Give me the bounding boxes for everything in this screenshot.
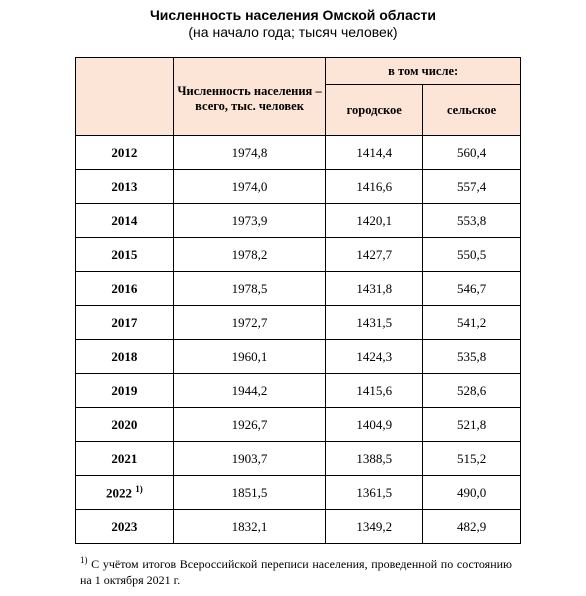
total-cell: 1974,0 [172, 169, 327, 204]
year-cell: 2022 1) [75, 475, 174, 510]
table-row: 2023 1832,1 1349,2 482,9 [75, 509, 521, 544]
urban-cell: 1431,8 [325, 271, 424, 306]
year-cell: 2023 [75, 509, 174, 544]
urban-cell: 1424,3 [325, 339, 424, 374]
year: 2017 [111, 314, 138, 330]
year-cell: 2016 [75, 271, 174, 306]
total-cell: 1903,7 [172, 441, 327, 476]
table-row: 2022 1) 1851,5 1361,5 490,0 [75, 475, 521, 510]
urban-cell: 1431,5 [325, 305, 424, 340]
table-row: 2020 1926,7 1404,9 521,8 [75, 407, 521, 442]
rural-cell: 482,9 [422, 509, 521, 544]
year-cell: 2017 [75, 305, 174, 340]
rural-cell: 550,5 [422, 237, 521, 272]
urban-cell: 1416,6 [325, 169, 424, 204]
year: 2014 [111, 212, 138, 228]
footnote: 1) С учётом итогов Всероссийской перепис… [80, 552, 512, 588]
footnote-mark: 1) [80, 555, 88, 565]
urban-cell: 1404,9 [325, 407, 424, 442]
table-row: 2016 1978,5 1431,8 546,7 [75, 271, 521, 306]
header-cell: в том числе: [325, 57, 521, 85]
header-cell: сельское [422, 84, 521, 136]
total-cell: 1978,2 [172, 237, 327, 272]
total-cell: 1926,7 [172, 407, 327, 442]
table-row: 2021 1903,7 1388,5 515,2 [75, 441, 521, 476]
year: 2021 [111, 450, 138, 466]
year-cell: 2018 [75, 339, 174, 374]
table-row: 2013 1974,0 1416,6 557,4 [75, 169, 521, 204]
table-row: 2018 1960,1 1424,3 535,8 [75, 339, 521, 374]
total-cell: 1974,8 [172, 135, 327, 170]
header-cell: Численность населения – всего, тыс. чело… [172, 57, 327, 136]
header-cell: городское [325, 84, 424, 136]
year: 2023 [111, 518, 138, 534]
total-cell: 1978,5 [172, 271, 327, 306]
table-row: 2019 1944,2 1415,6 528,6 [75, 373, 521, 408]
table-row: 2014 1973,9 1420,1 553,8 [75, 203, 521, 238]
rural-cell: 515,2 [422, 441, 521, 476]
corner-cell [75, 57, 174, 136]
table-row: 2015 1978,2 1427,7 550,5 [75, 237, 521, 272]
year: 2019 [111, 382, 138, 398]
year: 2013 [111, 178, 138, 194]
year-cell: 2013 [75, 169, 174, 204]
year-cell: 2020 [75, 407, 174, 442]
urban-cell: 1414,4 [325, 135, 424, 170]
urban-cell: 1420,1 [325, 203, 424, 238]
title: Численность населения Омской области [149, 7, 437, 23]
year-cell: 2012 [75, 135, 174, 170]
urban-cell: 1388,5 [325, 441, 424, 476]
year-cell: 2019 [75, 373, 174, 408]
total-cell: 1973,9 [172, 203, 327, 238]
rural-cell: 546,7 [422, 271, 521, 306]
table-row: 2012 1974,8 1414,4 560,4 [75, 135, 521, 170]
urban-cell: 1361,5 [325, 475, 424, 510]
rural-cell: 490,0 [422, 475, 521, 510]
urban-cell: 1349,2 [325, 509, 424, 544]
total-cell: 1960,1 [172, 339, 327, 374]
year: 2022 [105, 485, 132, 501]
rural-cell: 557,4 [422, 169, 521, 204]
rural-cell: 560,4 [422, 135, 521, 170]
total-cell: 1972,7 [172, 305, 327, 340]
year: 2015 [111, 246, 138, 262]
total-cell: 1832,1 [172, 509, 327, 544]
note-mark: 1) [135, 483, 143, 494]
rural-cell: 553,8 [422, 203, 521, 238]
table-row: 2017 1972,7 1431,5 541,2 [75, 305, 521, 340]
table-body: 2012 1974,8 1414,4 560,4 2013 1974,0 1416,6 557… [75, 135, 521, 544]
year-cell: 2014 [75, 203, 174, 238]
year: 2016 [111, 280, 138, 296]
total-cell: 1851,5 [172, 475, 327, 510]
population-table: Численность населения – всего, тыс. чело… [75, 57, 521, 544]
footnote-text: С учётом итогов Всероссийской переписи н… [80, 557, 513, 587]
rural-cell: 535,8 [422, 339, 521, 374]
year: 2018 [111, 348, 138, 364]
rural-cell: 541,2 [422, 305, 521, 340]
rural-cell: 528,6 [422, 373, 521, 408]
year: 2012 [111, 144, 138, 160]
subtitle: (на начало года; тысяч человек) [188, 24, 398, 40]
year-cell: 2021 [75, 441, 174, 476]
year: 2020 [111, 416, 138, 432]
rural-cell: 521,8 [422, 407, 521, 442]
urban-cell: 1427,7 [325, 237, 424, 272]
total-cell: 1944,2 [172, 373, 327, 408]
urban-cell: 1415,6 [325, 373, 424, 408]
year-cell: 2015 [75, 237, 174, 272]
